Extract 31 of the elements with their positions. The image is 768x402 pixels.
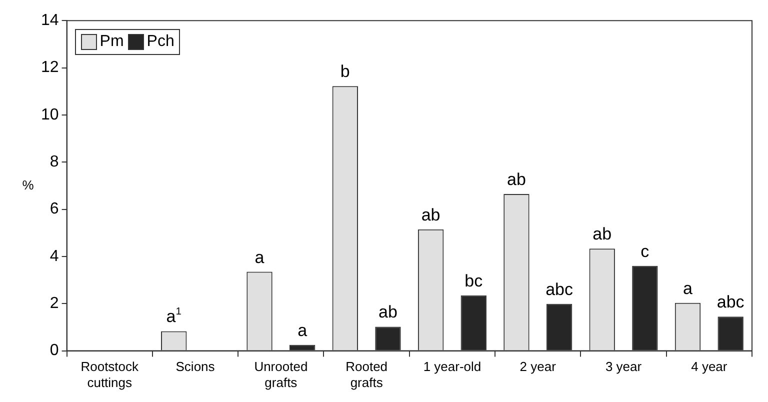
x-tick-label: Unrooted grafts — [254, 359, 308, 390]
y-tick-label: 8 — [50, 154, 59, 171]
annotation: abc — [546, 280, 574, 299]
annotation: a — [683, 278, 694, 298]
x-tick-label: Rooted grafts — [346, 359, 388, 390]
annotation: ab — [507, 170, 526, 189]
legend-label: Pch — [146, 32, 174, 51]
x-tick-label: Rootstock cuttings — [80, 359, 140, 390]
annotation: ab — [421, 205, 440, 224]
annotation: ab — [592, 224, 612, 244]
x-tick-label: 4 year — [691, 359, 728, 374]
x-tick-label: 1 year-old — [423, 359, 482, 374]
annotation: a — [298, 320, 308, 340]
x-tick-label: Scions — [176, 359, 216, 374]
annotation: a — [254, 248, 265, 267]
annotation: ab — [378, 302, 398, 322]
y-tick-label: 12 — [41, 59, 59, 76]
annotation: bc — [464, 271, 484, 290]
annotation: abc — [716, 292, 745, 312]
y-tick-label: 14 — [41, 12, 59, 30]
legend-label: Pm — [100, 32, 124, 51]
annotation: b — [340, 62, 350, 82]
y-tick-label: 2 — [50, 295, 59, 312]
y-tick-label: 6 — [50, 200, 59, 218]
y-tick-label: 10 — [41, 106, 59, 124]
y-tick-label: 4 — [50, 248, 59, 265]
x-tick-label: 3 year — [605, 359, 642, 374]
y-axis-title: % — [22, 177, 34, 192]
y-tick-label: 0 — [50, 342, 59, 360]
x-tick-label: 2 year — [520, 359, 557, 374]
annotation: c — [640, 242, 650, 261]
